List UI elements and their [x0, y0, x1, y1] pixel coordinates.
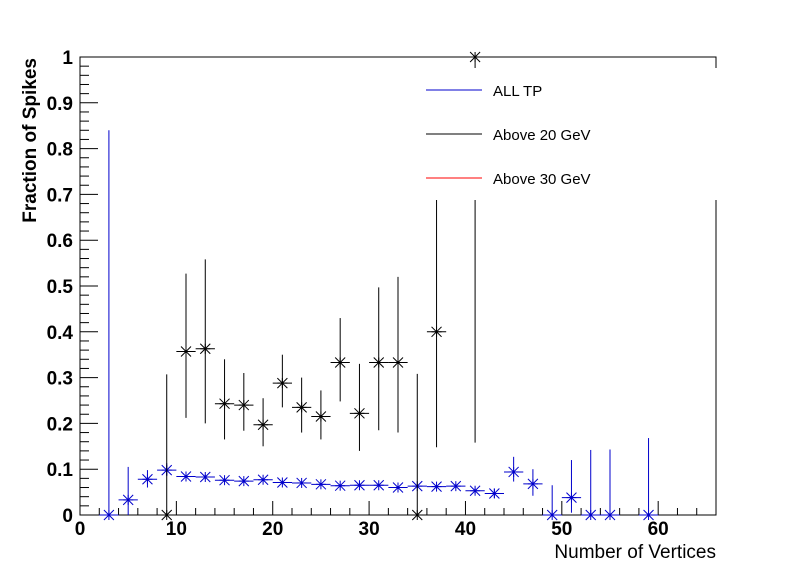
data-point-above-20-gev [214, 359, 235, 440]
data-point-all-tp [581, 449, 601, 521]
data-point-above-20-gev [272, 354, 292, 408]
data-point-all-tp [523, 469, 543, 496]
data-point-all-tp [292, 477, 312, 489]
x-tick-label: 40 [455, 519, 476, 540]
y-tick-label: 0.5 [47, 277, 74, 298]
x-tick-label: 20 [262, 519, 283, 540]
data-point-all-tp [330, 480, 350, 492]
data-point-all-tp [118, 466, 138, 515]
y-tick-label: 0.1 [47, 460, 74, 481]
data-point-above-20-gev [330, 318, 350, 402]
data-point-all-tp [484, 488, 504, 499]
y-tick-label: 1 [62, 48, 73, 69]
data-point-above-20-gev [369, 287, 389, 431]
y-tick-label: 0.2 [47, 414, 73, 435]
data-point-all-tp [137, 470, 158, 488]
x-tick-label: 30 [359, 519, 380, 540]
legend: ALL TP Above 20 GeV Above 30 GeV [414, 68, 730, 200]
data-point-all-tp [272, 477, 292, 488]
x-axis-title: Number of Vertices [554, 542, 716, 563]
data-point-all-tp [600, 449, 620, 521]
data-point-all-tp [369, 479, 389, 491]
data-point-all-tp [465, 485, 485, 497]
legend-label: Above 30 GeV [493, 171, 591, 188]
x-tick-label: 50 [551, 519, 572, 540]
data-point-all-tp [388, 482, 408, 493]
data-point-all-tp [176, 471, 196, 482]
y-tick-label: 0.8 [47, 140, 73, 161]
data-point-above-20-gev [311, 390, 331, 440]
legend-label: Above 20 GeV [493, 127, 591, 144]
data-point-all-tp [253, 474, 273, 486]
x-tick-label: 0 [75, 519, 86, 540]
data-point-above-20-gev [388, 276, 408, 433]
data-point-all-tp [561, 460, 582, 513]
y-tick-label: 0.6 [47, 231, 73, 252]
data-point-above-20-gev [292, 377, 312, 433]
data-point-all-tp [638, 438, 659, 521]
data-point-all-tp [234, 475, 254, 487]
data-point-all-tp [349, 479, 370, 491]
data-point-above-20-gev [176, 273, 196, 418]
y-axis-title: Fraction of Spikes [20, 58, 41, 223]
legend-label: ALL TP [493, 83, 542, 100]
data-point-all-tp [99, 130, 119, 521]
data-point-above-20-gev [234, 373, 254, 431]
y-tick-label: 0.3 [47, 369, 73, 390]
data-point-all-tp [214, 474, 235, 486]
data-point-all-tp [542, 485, 562, 521]
data-point-all-tp [195, 471, 215, 483]
y-tick-label: 0.9 [47, 94, 73, 115]
data-point-all-tp [426, 481, 447, 492]
y-tick-label: 0 [62, 506, 73, 527]
x-tick-label: 10 [166, 519, 187, 540]
data-point-all-tp [446, 480, 466, 492]
data-point-above-20-gev [157, 374, 177, 521]
data-point-above-20-gev [253, 398, 273, 447]
axes: 00.10.20.30.40.50.60.70.80.910 10 20 30 40 50… [47, 48, 717, 540]
data-point-above-20-gev [349, 363, 370, 451]
data-point-above-20-gev [407, 373, 427, 521]
y-tick-label: 0.4 [47, 323, 74, 344]
y-tick-label: 0.7 [47, 185, 73, 206]
data-point-all-tp [504, 456, 524, 482]
data-point-above-20-gev [195, 259, 215, 424]
data-point-all-tp [311, 478, 331, 490]
data-marks [99, 51, 659, 521]
data-point-above-20-gev [426, 194, 447, 448]
x-tick-label: 60 [648, 519, 669, 540]
